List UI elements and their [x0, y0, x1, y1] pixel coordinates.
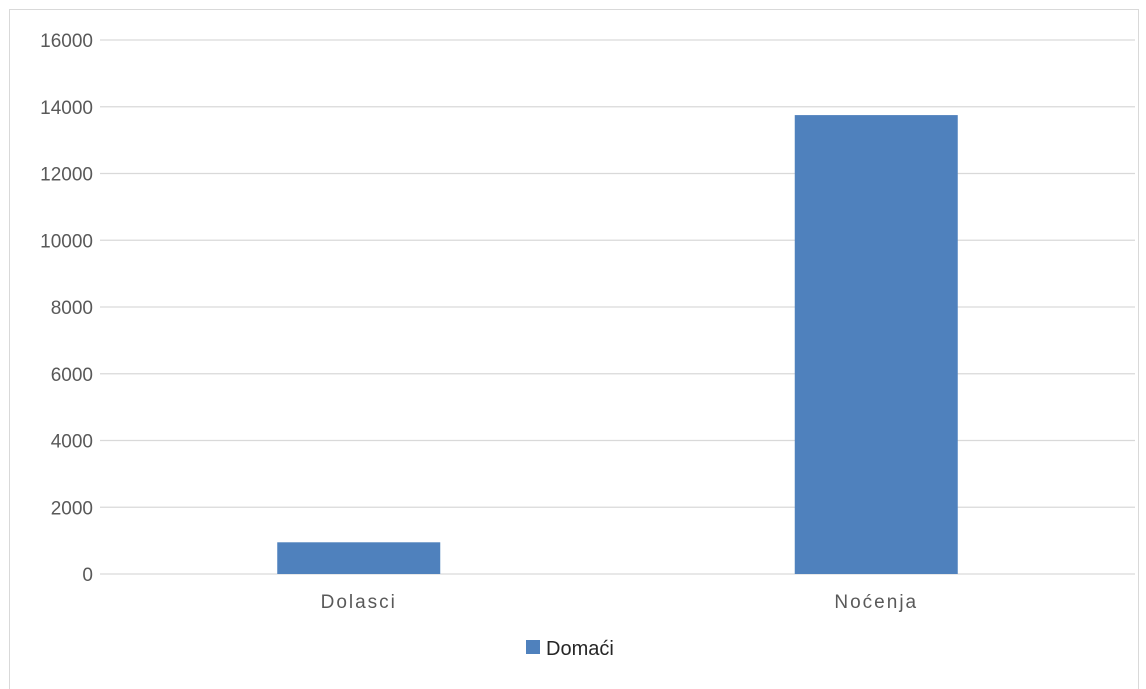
y-tick-label: 8000 [51, 298, 93, 319]
legend-label-domaci: Domaći [546, 638, 614, 660]
bars [277, 115, 958, 574]
chart-frame [9, 9, 1139, 689]
y-tick-label: 12000 [40, 165, 93, 186]
bar-dolasci [277, 542, 441, 574]
y-tick-label: 4000 [51, 432, 93, 453]
y-tick-label: 14000 [40, 98, 93, 119]
y-tick-label: 10000 [40, 231, 93, 252]
x-category-label: Noćenja [834, 592, 918, 613]
bar-noćenja [794, 115, 958, 574]
y-tick-label: 16000 [40, 31, 93, 52]
x-axis: Dolasci Noćenja [321, 592, 918, 613]
y-tick-label: 0 [82, 565, 93, 586]
legend-swatch-domaci [526, 640, 540, 654]
x-category-label: Dolasci [321, 592, 397, 613]
y-tick-label: 6000 [51, 365, 93, 386]
y-tick-label: 2000 [51, 498, 93, 519]
legend: Domaći [526, 638, 614, 660]
bar-chart: 0 2000 4000 6000 8000 10000 12000 14000 16000 Do… [40, 31, 1135, 660]
gridlines [100, 39, 1135, 575]
y-axis: 0 2000 4000 6000 8000 10000 12000 14000 16000 [40, 31, 93, 586]
